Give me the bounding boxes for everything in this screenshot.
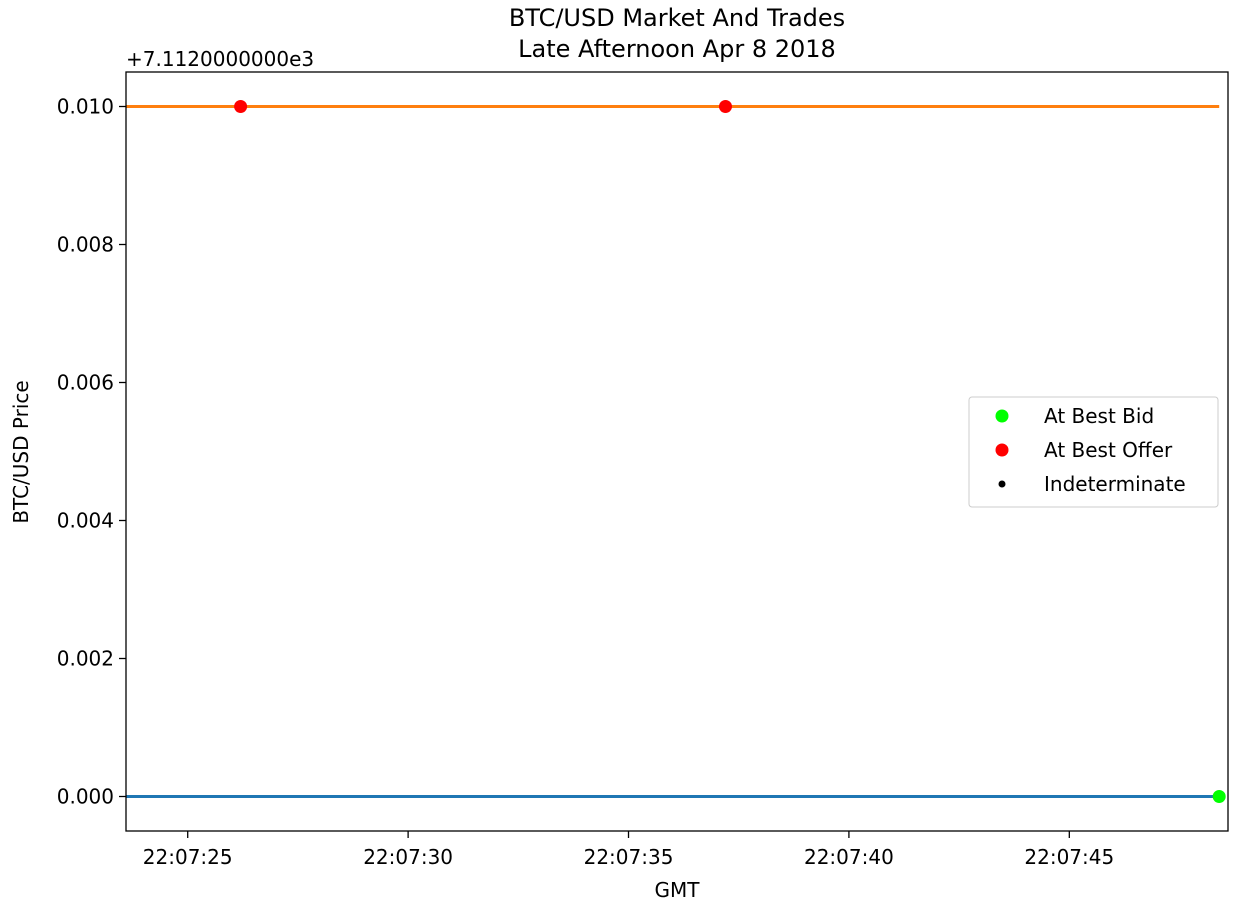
legend-marker-indeterminate xyxy=(998,480,1006,488)
legend-label-indeterminate: Indeterminate xyxy=(1044,472,1186,496)
y-axis: 0.000 0.002 0.004 0.006 0.008 0.010 xyxy=(57,95,126,809)
x-tick-label: 22:07:25 xyxy=(143,845,233,869)
legend-marker-at-best-offer xyxy=(995,443,1009,457)
y-offset-text: +7.1120000000e3 xyxy=(126,47,314,71)
x-tick-label: 22:07:45 xyxy=(1024,845,1114,869)
trade-point-at-best-bid xyxy=(1212,790,1226,803)
legend-label-at-best-offer: At Best Offer xyxy=(1044,438,1173,462)
y-tick-label: 0.008 xyxy=(57,233,114,257)
x-axis-label: GMT xyxy=(655,878,701,902)
y-tick-label: 0.010 xyxy=(57,95,114,119)
plot-frame xyxy=(125,71,1229,832)
y-axis-label: BTC/USD Price xyxy=(9,380,33,523)
legend: At Best Bid At Best Offer Indeterminate xyxy=(968,396,1219,508)
y-tick-label: 0.002 xyxy=(57,647,114,671)
y-tick-label: 0.004 xyxy=(57,509,114,533)
legend-label-at-best-bid: At Best Bid xyxy=(1044,404,1154,428)
legend-frame xyxy=(968,396,1219,508)
trade-point-at-best-offer xyxy=(718,100,732,113)
chart-title: BTC/USD Market And Trades xyxy=(509,4,845,32)
chart-subtitle: Late Afternoon Apr 8 2018 xyxy=(518,35,836,63)
y-tick-label: 0.000 xyxy=(57,785,114,809)
legend-marker-at-best-bid xyxy=(995,409,1009,423)
x-tick-label: 22:07:40 xyxy=(804,845,894,869)
x-axis: 22:07:25 22:07:30 22:07:35 22:07:40 22:07:45 xyxy=(143,831,1114,869)
x-tick-label: 22:07:30 xyxy=(363,845,453,869)
y-tick-label: 0.006 xyxy=(57,371,114,395)
x-tick-label: 22:07:35 xyxy=(584,845,674,869)
trade-point-at-best-offer xyxy=(234,100,248,113)
plot-area xyxy=(126,100,1226,803)
